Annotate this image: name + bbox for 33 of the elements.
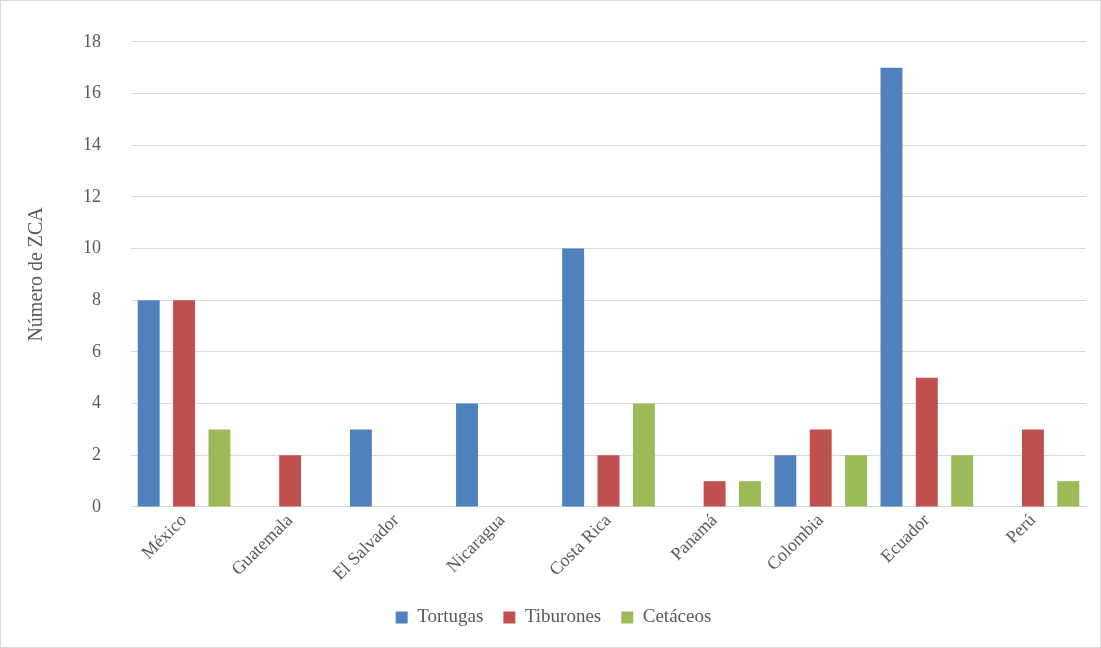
- y-tick-label: 12: [83, 185, 101, 206]
- bar: [739, 481, 761, 507]
- legend-label: Cetáceos: [642, 605, 712, 627]
- bar: [632, 403, 655, 507]
- y-tick-label: 4: [92, 392, 101, 413]
- bar: [456, 403, 478, 507]
- bar: [951, 455, 974, 507]
- bar: [915, 377, 938, 507]
- y-tick-label: 10: [83, 237, 101, 258]
- bar: [774, 455, 797, 507]
- bar: [349, 429, 372, 507]
- bar: [137, 300, 160, 507]
- bar: [279, 455, 302, 507]
- y-tick-label: 14: [83, 133, 101, 154]
- y-tick-label: 16: [83, 82, 101, 103]
- legend-label: Tiburones: [524, 605, 602, 627]
- bar: [562, 248, 585, 507]
- bar: [880, 67, 903, 507]
- bar: [597, 455, 620, 507]
- y-axis-title: Número de ZCA: [24, 206, 47, 342]
- bar: [703, 481, 726, 507]
- bar: [809, 429, 832, 507]
- bar: [208, 429, 231, 507]
- bar: [173, 300, 196, 507]
- bar: [1057, 481, 1080, 507]
- y-tick-label: 2: [92, 444, 101, 465]
- bar: [845, 455, 868, 507]
- y-tick-label: 6: [92, 340, 101, 361]
- y-tick-label: 18: [83, 30, 101, 51]
- y-tick-label: 8: [92, 288, 101, 309]
- legend-label: Tortugas: [417, 605, 484, 627]
- bar: [1021, 429, 1044, 507]
- y-tick-label: 0: [92, 495, 101, 516]
